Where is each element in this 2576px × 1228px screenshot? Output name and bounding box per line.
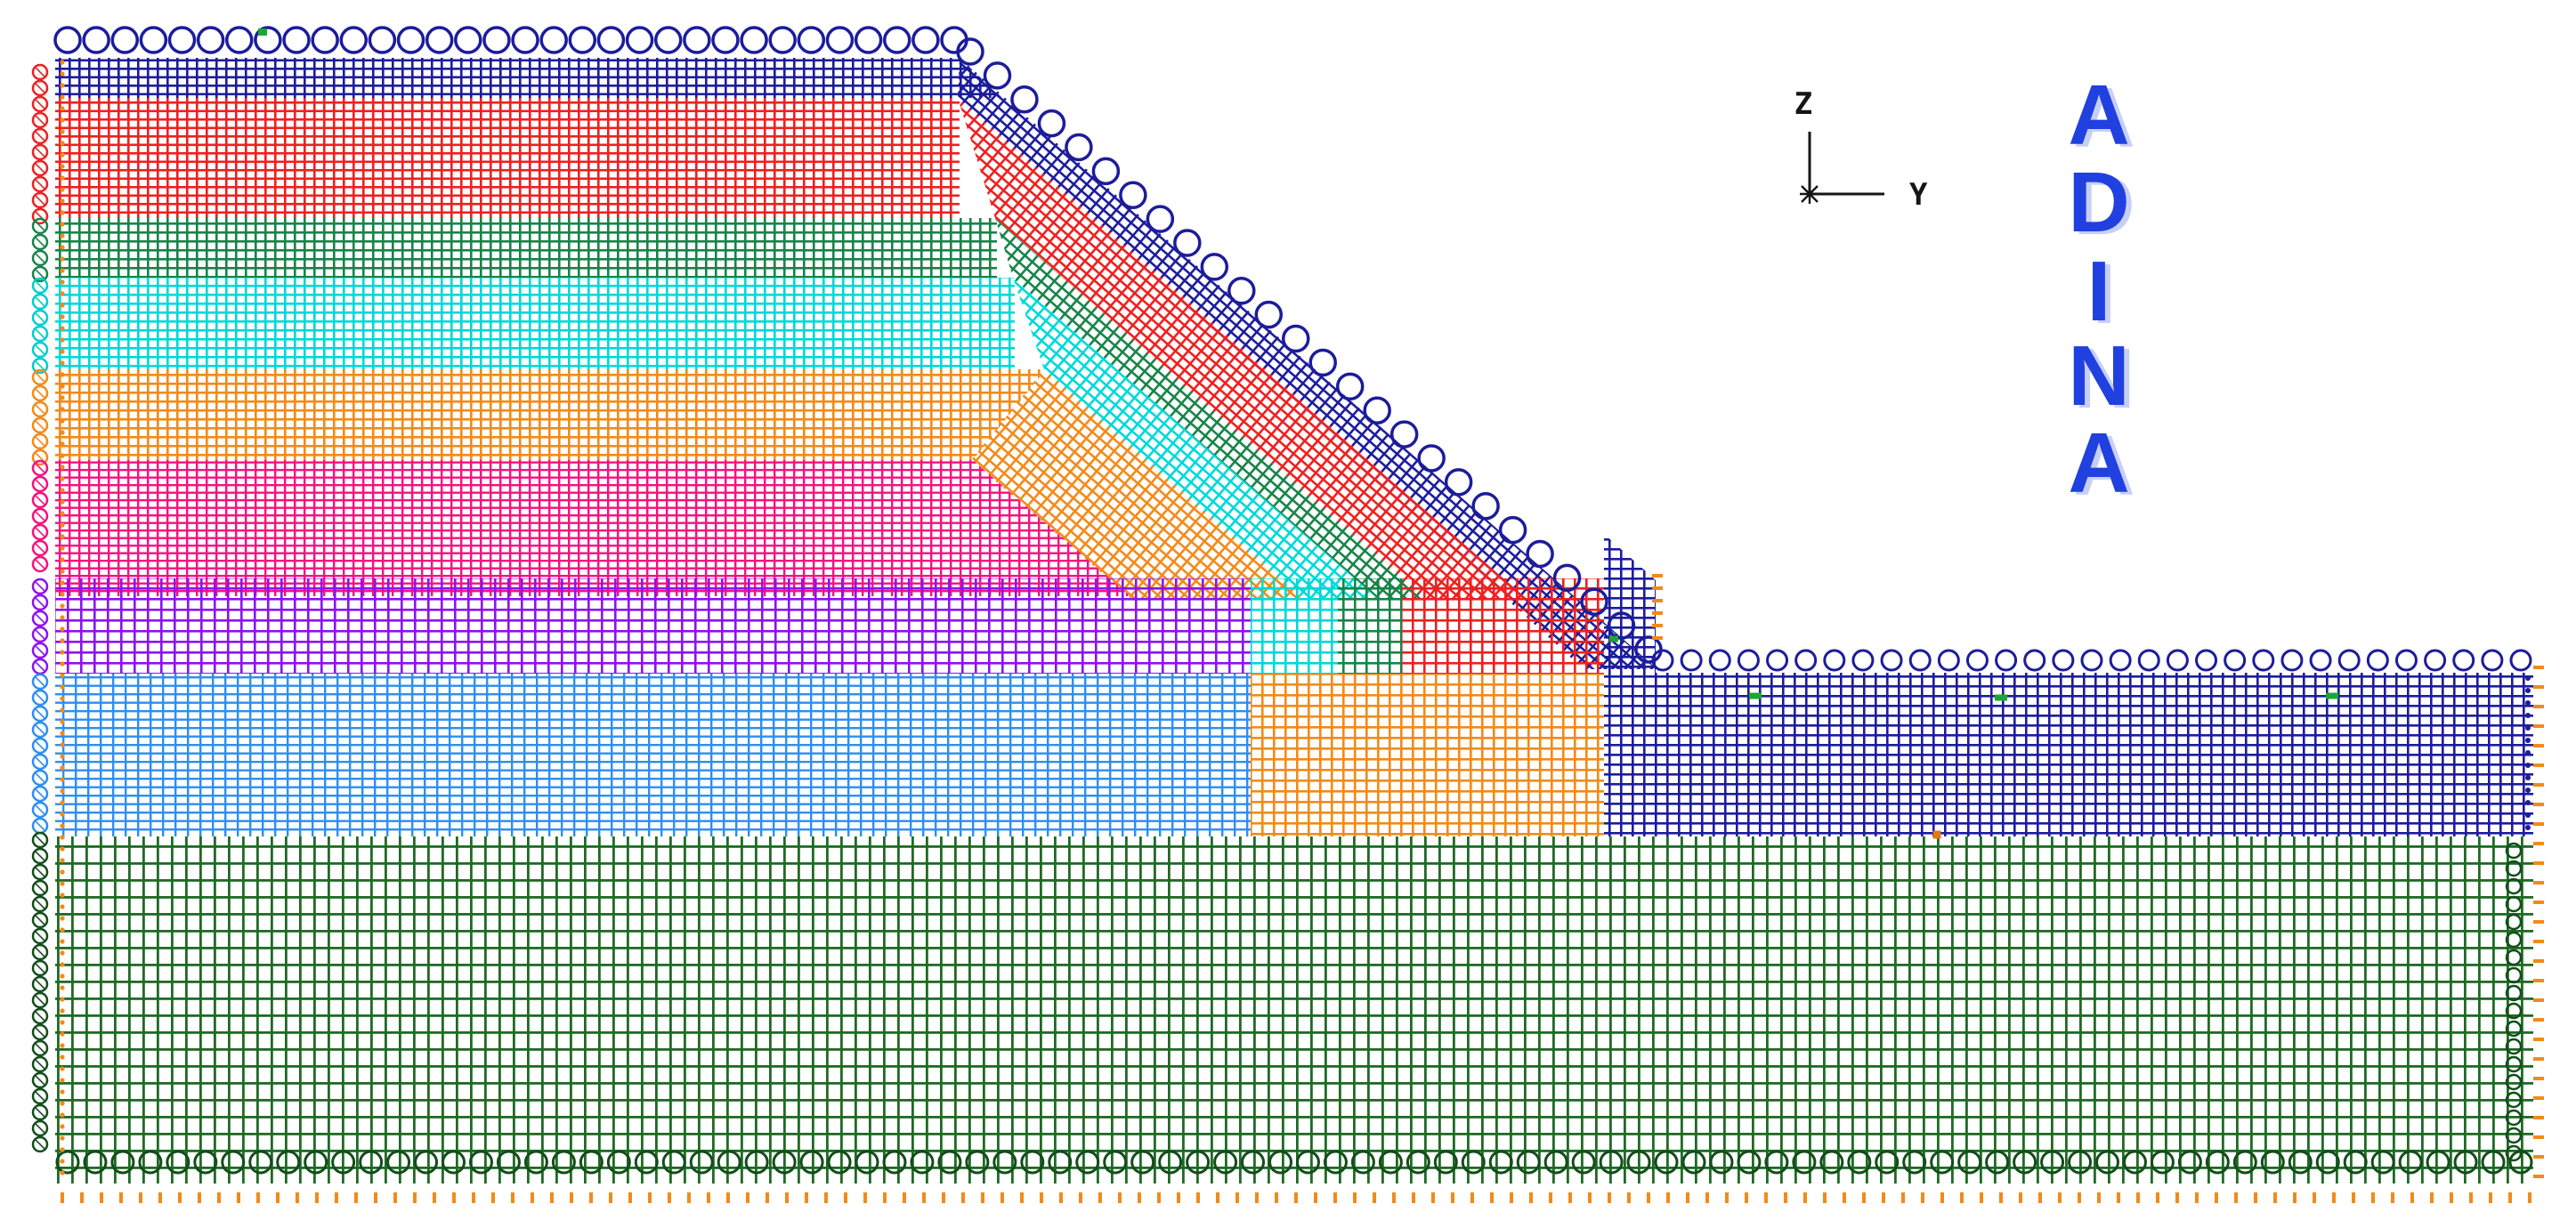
region-magenta-band xyxy=(55,460,1130,596)
left-edge-orange-dots xyxy=(60,60,65,1175)
logo-letter-4: N xyxy=(2068,328,2129,424)
region-green-slope-band xyxy=(995,218,1425,598)
axis-triad-icon: Z Y xyxy=(1794,86,1928,213)
axis-y-label: Y xyxy=(1909,177,1928,213)
region-green-toe-column xyxy=(1338,578,1402,674)
crest-node-circles xyxy=(53,26,968,54)
region-cyan-band xyxy=(55,278,1015,369)
axis-z-label: Z xyxy=(1794,86,1812,122)
region-purple-band xyxy=(55,578,1251,674)
logo-letter-2: D xyxy=(2068,155,2129,250)
region-orange-toe-block xyxy=(1251,674,1604,836)
region-skyblue-band xyxy=(55,674,1251,836)
navy-right-dots xyxy=(2525,675,2531,830)
region-red-slope-band xyxy=(958,98,1526,598)
bottom-edge-ticks xyxy=(61,1192,2531,1203)
mesh-marker-specks xyxy=(258,28,2338,839)
boundary-symbols xyxy=(31,26,2544,1203)
lower-surface-node-circles xyxy=(1651,649,2532,672)
logo-letter-3: I xyxy=(2087,244,2111,339)
region-green-foundation xyxy=(55,836,2533,1184)
logo-letter-1: A xyxy=(2068,68,2129,163)
region-cyan-slope-band xyxy=(1013,278,1377,598)
logo-letter-5: A xyxy=(2068,416,2129,511)
slope-node-circles xyxy=(956,37,1663,664)
bottom-fixity-circles xyxy=(55,1150,2533,1175)
adina-logo: A D I N A xyxy=(2068,68,2129,511)
mesh-regions xyxy=(55,58,2533,1184)
region-orange-band xyxy=(55,369,1046,460)
green-right-symbols xyxy=(2505,842,2523,1162)
region-navy-lower-layer xyxy=(1604,673,2533,836)
region-navy-toe-strip xyxy=(1604,534,1656,674)
region-green-band xyxy=(55,218,997,278)
region-red-band xyxy=(55,98,960,218)
right-edge-ticks xyxy=(2533,666,2544,1178)
region-navy-slope-band xyxy=(958,58,1657,669)
axis-origin-star-icon xyxy=(1800,184,1819,204)
left-edge-symbols xyxy=(31,63,49,1153)
toe-edge-ticks xyxy=(1652,574,1663,640)
region-cyan-toe-column xyxy=(1251,578,1338,674)
region-navy-top-band xyxy=(55,58,1002,98)
region-orange-slope-band xyxy=(971,369,1302,598)
region-red-toe-column xyxy=(1402,578,1604,674)
